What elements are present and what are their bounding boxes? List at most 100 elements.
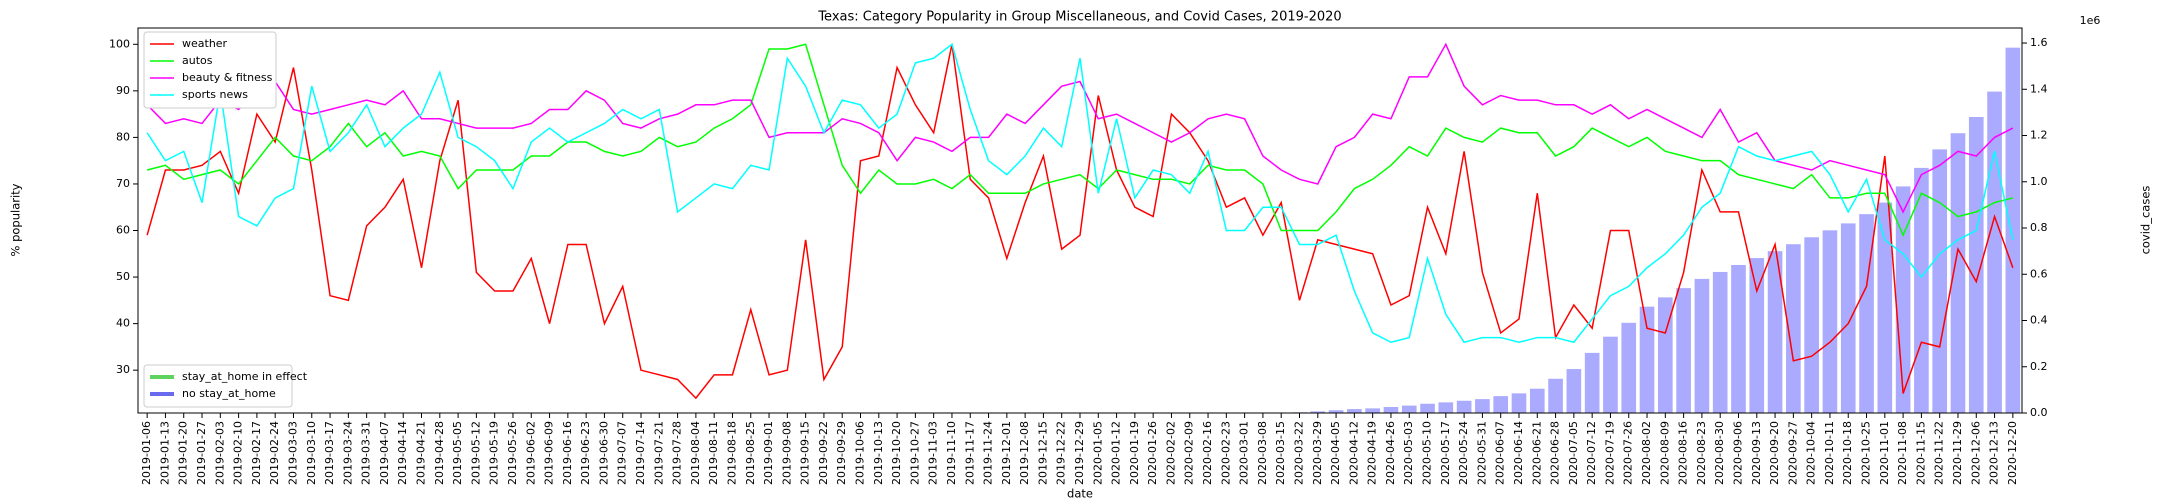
x-tick-label: 2019-11-24 xyxy=(982,421,995,485)
bar xyxy=(1566,369,1582,413)
x-tick-label: 2019-05-26 xyxy=(506,421,519,485)
x-tick-label: 2020-12-13 xyxy=(1988,421,2001,485)
x-tick-label: 2019-03-03 xyxy=(286,421,299,485)
x-tick-label: 2019-08-11 xyxy=(707,421,720,485)
x-tick-label: 2019-01-20 xyxy=(177,421,190,485)
bar xyxy=(1712,271,1728,413)
legend-label: stay_at_home in effect xyxy=(182,370,308,383)
legend-label: autos xyxy=(182,54,213,67)
x-tick-label: 2020-11-01 xyxy=(1878,421,1891,485)
y2-tick-label: 0.2 xyxy=(2030,360,2048,373)
x-tick-label: 2020-11-15 xyxy=(1914,421,1927,485)
x-tick-label: 2020-10-11 xyxy=(1823,421,1836,485)
x-tick-label: 2019-10-20 xyxy=(890,421,903,485)
bar xyxy=(1383,406,1399,413)
x-tick-label: 2020-02-16 xyxy=(1201,421,1214,485)
x-tick-label: 2020-03-15 xyxy=(1274,421,1287,485)
x-tick-label: 2019-02-10 xyxy=(232,421,245,485)
x-tick-label: 2020-06-07 xyxy=(1494,421,1507,485)
x-tick-label: 2020-11-29 xyxy=(1951,421,1964,485)
x-tick-label: 2019-09-15 xyxy=(799,421,812,485)
x-tick-label: 2019-07-14 xyxy=(634,421,647,485)
x-tick-label: 2019-03-17 xyxy=(323,421,336,485)
x-tick-label: 2019-02-03 xyxy=(213,421,226,485)
x-tick-label: 2019-03-31 xyxy=(360,421,373,485)
x-tick-label: 2019-04-14 xyxy=(396,421,409,485)
x-tick-label: 2020-06-21 xyxy=(1530,421,1543,485)
x-tick-label: 2020-09-20 xyxy=(1768,421,1781,485)
x-tick-label: 2020-12-06 xyxy=(1969,421,1982,485)
y-tick-label: 40 xyxy=(116,317,130,330)
x-tick-label: 2019-06-23 xyxy=(579,421,592,485)
bar xyxy=(1603,336,1618,413)
x-tick-label: 2020-10-18 xyxy=(1841,421,1854,485)
x-tick-label: 2019-11-17 xyxy=(963,421,976,485)
bar xyxy=(1511,393,1527,413)
x-tick-label: 2020-02-09 xyxy=(1183,421,1196,485)
x-tick-label: 2019-10-27 xyxy=(908,421,921,485)
x-tick-label: 2019-12-22 xyxy=(1055,421,1068,485)
x-tick-label: 2020-01-12 xyxy=(1110,421,1123,485)
x-tick-label: 2020-08-09 xyxy=(1658,421,1671,485)
x-tick-label: 2019-10-06 xyxy=(854,421,867,485)
x-tick-label: 2019-05-05 xyxy=(451,421,464,485)
legend-label: no stay_at_home xyxy=(182,387,276,400)
y-axis-label: % popularity xyxy=(9,183,23,256)
x-tick-label: 2019-01-13 xyxy=(158,421,171,485)
x-tick-label: 2020-05-10 xyxy=(1421,421,1434,485)
line-series xyxy=(146,43,2014,344)
x-tick-label: 2020-05-03 xyxy=(1402,421,1415,485)
bar xyxy=(1529,388,1545,413)
x-tick-label: 2019-06-30 xyxy=(597,421,610,485)
bar xyxy=(1950,133,1966,413)
y-tick-label: 70 xyxy=(116,177,130,190)
legend-label: weather xyxy=(182,37,228,50)
bar xyxy=(1859,214,1874,413)
bar xyxy=(1639,306,1655,413)
x-tick-label: 2020-11-22 xyxy=(1933,421,1946,485)
bar xyxy=(1365,408,1380,413)
legend-box xyxy=(143,31,277,109)
bar xyxy=(1694,278,1710,413)
x-tick-label: 2020-09-06 xyxy=(1731,421,1744,485)
bar xyxy=(1895,186,1911,413)
x-tick-label: 2020-12-20 xyxy=(2006,421,2019,485)
y-tick-label: 80 xyxy=(116,130,130,143)
x-tick-label: 2020-01-05 xyxy=(1091,421,1104,485)
x-tick-label: 2020-04-05 xyxy=(1329,421,1342,485)
x-tick-label: 2020-09-13 xyxy=(1750,421,1763,485)
x-tick-label: 2020-01-26 xyxy=(1146,421,1159,485)
x-tick-label: 2020-08-23 xyxy=(1695,421,1708,485)
bar xyxy=(1749,258,1765,413)
x-tick-label: 2020-05-24 xyxy=(1457,421,1470,485)
x-tick-label: 2019-06-09 xyxy=(543,421,556,485)
bar xyxy=(1840,223,1856,413)
legend: stay_at_home in effect no stay_at_home xyxy=(143,364,308,408)
x-tick-label: 2019-08-18 xyxy=(725,421,738,485)
x-tick-label: 2019-09-01 xyxy=(762,421,775,485)
x-tick-label: 2019-12-29 xyxy=(1073,421,1086,485)
bar xyxy=(1475,399,1490,413)
x-tick-label: 2019-12-15 xyxy=(1036,421,1049,485)
x-tick-label: 2020-08-16 xyxy=(1677,421,1690,485)
x-tick-label: 2020-08-30 xyxy=(1713,421,1726,485)
x-tick-label: 2020-07-05 xyxy=(1567,421,1580,485)
y2-tick-label: 1.4 xyxy=(2030,82,2048,95)
bar xyxy=(1676,288,1691,413)
bar xyxy=(1822,230,1838,413)
bar xyxy=(1658,297,1673,413)
x-tick-label: 2019-09-29 xyxy=(835,421,848,485)
legend-label: sports news xyxy=(182,88,248,101)
x-tick-label: 2019-02-24 xyxy=(268,421,281,485)
x-tick-label: 2019-06-02 xyxy=(524,421,537,485)
x-tick-label: 2019-11-10 xyxy=(945,421,958,485)
x-tick-label: 2019-09-22 xyxy=(817,421,830,485)
bar xyxy=(1328,410,1344,413)
x-tick-label: 2020-11-08 xyxy=(1896,421,1909,485)
y2-axis-label: covid_cases xyxy=(2139,186,2153,255)
x-tick-label: 2019-08-25 xyxy=(744,421,757,485)
x-tick-label: 2019-01-06 xyxy=(140,421,153,485)
x-tick-label: 2020-03-01 xyxy=(1238,421,1251,485)
